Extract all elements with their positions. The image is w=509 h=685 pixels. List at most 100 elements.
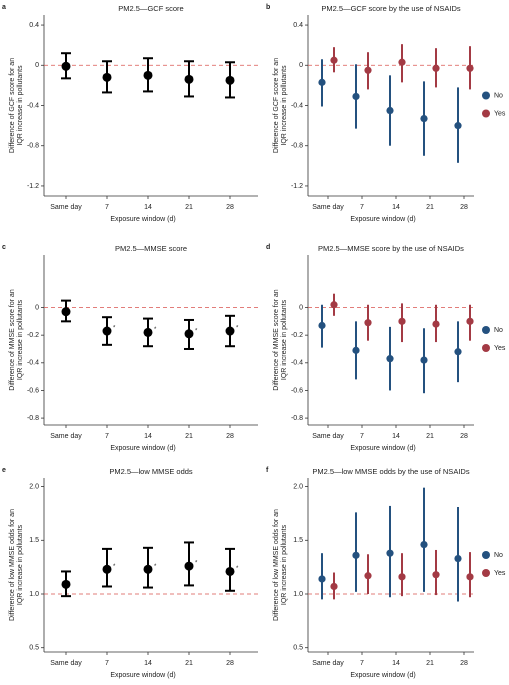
x-axis-label: Exposure window (d) <box>350 672 415 679</box>
point <box>61 307 71 317</box>
point <box>364 66 372 74</box>
point <box>184 74 194 84</box>
point <box>420 356 428 364</box>
y-axis-label: Difference of GCF score for an <box>9 58 16 153</box>
point <box>330 301 338 309</box>
y-axis-label: Difference of low MMSE odds for an <box>9 509 16 621</box>
y-axis-label: IQR increase in pollutants <box>281 299 288 380</box>
y-tick-label: 1.5 <box>29 537 39 544</box>
panel-title: PM2.5—low MMSE odds <box>109 467 193 476</box>
legend-marker <box>482 91 490 100</box>
y-tick-label: 1.0 <box>293 591 303 598</box>
x-tick-label: 14 <box>144 433 152 440</box>
y-tick-label: 1.5 <box>293 537 303 544</box>
y-axis-label: Difference of MMSE score for an <box>273 289 280 391</box>
panel-title: PM2.5—GCF score by the use of NSAIDs <box>321 4 460 13</box>
x-tick-label: 21 <box>426 433 434 440</box>
y-tick-label: -0.2 <box>27 332 39 339</box>
point <box>318 321 326 330</box>
x-tick-label: 14 <box>144 660 152 667</box>
x-tick-label: 28 <box>226 433 234 440</box>
point <box>398 573 406 581</box>
point <box>432 571 440 579</box>
y-axis-label: Difference of low MMSE odds for an <box>273 509 280 621</box>
x-tick-label: 14 <box>392 660 400 667</box>
x-tick-label: Same day <box>50 660 82 667</box>
y-tick-label: 0 <box>35 62 39 69</box>
point <box>364 319 372 327</box>
x-tick-label: 7 <box>360 204 364 211</box>
x-tick-label: 28 <box>460 660 468 667</box>
y-tick-label: -0.8 <box>27 143 39 150</box>
x-tick-label: 7 <box>105 204 109 211</box>
y-tick-label: 0.5 <box>29 645 39 652</box>
point <box>386 355 394 363</box>
y-axis-label: Difference of GCF score for an <box>273 58 280 153</box>
point <box>432 320 440 328</box>
y-axis-label: IQR increase in pollutants <box>17 299 24 380</box>
significance-mark: * <box>113 326 116 332</box>
legend-marker <box>482 569 490 577</box>
x-tick-label: Same day <box>50 204 82 211</box>
y-tick-label: -0.8 <box>291 415 303 422</box>
point <box>386 549 394 557</box>
x-tick-label: 28 <box>226 204 234 211</box>
point <box>318 78 326 86</box>
point <box>398 58 406 66</box>
point <box>61 579 71 589</box>
y-tick-label: -1.2 <box>291 183 303 190</box>
point <box>102 564 112 574</box>
significance-mark: * <box>236 326 239 332</box>
y-tick-label: -0.4 <box>291 102 303 109</box>
y-tick-label: -0.6 <box>27 387 39 394</box>
y-tick-label: 0 <box>35 304 39 311</box>
x-tick-label: 28 <box>460 433 468 440</box>
x-tick-label: 21 <box>185 204 193 211</box>
y-axis-label: IQR increase in pollutants <box>17 65 24 146</box>
point <box>352 346 360 354</box>
point <box>102 326 112 336</box>
significance-mark: * <box>195 561 198 567</box>
panel-label: f <box>266 467 269 474</box>
legend-label: No <box>494 552 503 559</box>
y-axis-label: IQR increase in pollutants <box>281 524 288 605</box>
point <box>454 122 462 130</box>
x-tick-label: Same day <box>312 433 344 440</box>
point <box>466 573 474 581</box>
point <box>466 317 474 325</box>
legend-marker <box>482 326 490 334</box>
point <box>352 92 360 101</box>
y-tick-label: 0.4 <box>29 22 39 29</box>
significance-mark: * <box>236 566 239 572</box>
x-tick-label: Same day <box>312 660 344 667</box>
y-tick-label: 0.5 <box>293 645 303 652</box>
panel-label: d <box>266 244 270 251</box>
x-tick-label: 14 <box>392 204 400 211</box>
legend-marker <box>482 344 490 352</box>
x-tick-label: Same day <box>312 204 344 211</box>
point <box>352 551 360 559</box>
point <box>386 106 394 115</box>
x-tick-label: 21 <box>426 660 434 667</box>
point <box>143 70 153 80</box>
point <box>420 114 428 123</box>
y-tick-label: 0.4 <box>293 22 303 29</box>
panel-title: PM2.5—low MMSE odds by the use of NSAIDs <box>312 467 469 476</box>
x-tick-label: 28 <box>460 204 468 211</box>
y-axis-label: Difference of MMSE score for an <box>9 289 16 391</box>
x-tick-label: 21 <box>185 660 193 667</box>
y-tick-label: -0.8 <box>291 143 303 150</box>
x-tick-label: 7 <box>105 433 109 440</box>
point <box>318 575 326 583</box>
panel-label: b <box>266 4 270 11</box>
x-tick-label: Same day <box>50 433 82 440</box>
y-tick-label: -0.4 <box>291 360 303 367</box>
point <box>454 554 462 563</box>
y-tick-label: 0 <box>299 304 303 311</box>
panel-label: c <box>2 244 6 251</box>
point <box>466 64 474 72</box>
point <box>364 572 372 580</box>
x-tick-label: 21 <box>426 204 434 211</box>
y-tick-label: -0.4 <box>27 360 39 367</box>
point <box>102 72 112 82</box>
